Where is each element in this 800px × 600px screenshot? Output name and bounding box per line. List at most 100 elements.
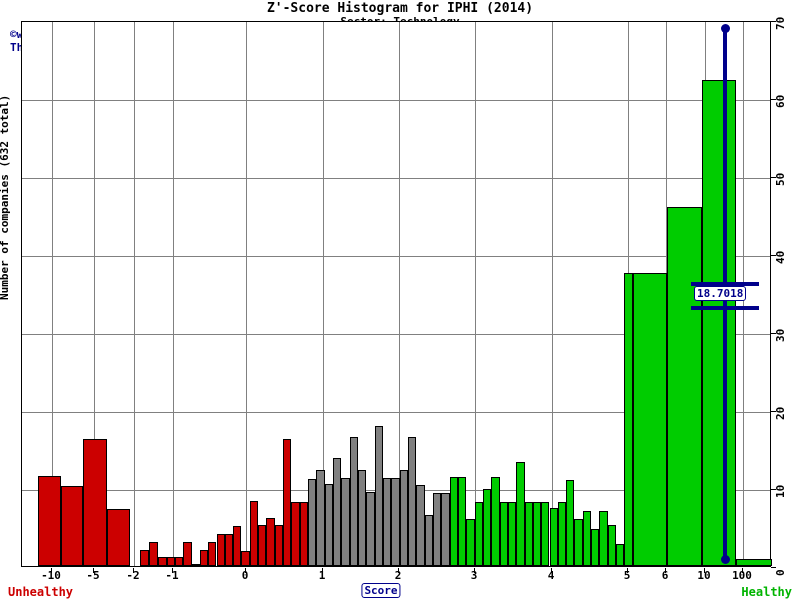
x-axis-tick-label: 2 xyxy=(394,569,402,582)
histogram-bar xyxy=(532,502,542,566)
y-axis-tick-mark xyxy=(771,333,776,334)
grid-line-vertical xyxy=(323,22,324,566)
grid-line-vertical xyxy=(246,22,247,566)
y-axis-tick-label: 10 xyxy=(774,484,787,498)
x-axis-tick-mark xyxy=(93,568,94,573)
unhealthy-label: Unhealthy xyxy=(8,585,74,599)
marker-cap-lower xyxy=(691,305,759,310)
histogram-bar xyxy=(632,272,667,566)
histogram-bar xyxy=(666,207,702,566)
histogram-bar xyxy=(474,502,483,566)
x-axis-tick-label: 3 xyxy=(470,569,478,582)
y-axis-tick-mark xyxy=(771,99,776,100)
y-axis-tick-label: 70 xyxy=(774,16,787,30)
histogram-bar xyxy=(466,519,475,566)
x-axis-tick-label: 6 xyxy=(661,569,669,582)
histogram-bar xyxy=(241,551,250,566)
histogram-bar xyxy=(316,470,325,566)
x-axis-tick-mark xyxy=(322,568,323,573)
y-axis-tick-mark xyxy=(771,567,776,568)
histogram-bar xyxy=(349,437,358,566)
x-axis-tick-label: -2 xyxy=(126,569,140,582)
grid-line-vertical xyxy=(134,22,135,566)
y-axis-tick-mark xyxy=(771,489,776,490)
x-axis-tick-label: 10 xyxy=(697,569,711,582)
grid-line-vertical xyxy=(399,22,400,566)
histogram-bar xyxy=(258,525,267,566)
histogram-bar xyxy=(191,564,200,566)
histogram-bar xyxy=(616,544,625,566)
histogram-bar xyxy=(566,480,575,566)
histogram-bar xyxy=(208,541,217,566)
grid-line-vertical xyxy=(552,22,553,566)
histogram-bar xyxy=(324,484,334,566)
histogram-bar xyxy=(266,517,275,566)
grid-line-vertical xyxy=(52,22,53,566)
x-axis-tick-label: -5 xyxy=(86,569,100,582)
grid-line-horizontal xyxy=(22,334,770,335)
histogram-bar xyxy=(274,525,284,566)
x-axis-tick-mark xyxy=(704,568,705,573)
y-axis-tick-label: 40 xyxy=(774,250,787,264)
histogram-bar xyxy=(432,493,442,566)
histogram-bar xyxy=(83,438,107,566)
histogram-bar xyxy=(524,502,533,566)
histogram-bar xyxy=(416,484,425,566)
plot-area xyxy=(21,21,772,567)
x-axis-tick-mark xyxy=(172,568,173,573)
y-axis-tick-mark xyxy=(771,21,776,22)
histogram-bar xyxy=(174,557,184,566)
histogram-bar xyxy=(736,558,772,566)
histogram-bar xyxy=(166,557,175,566)
histogram-bar xyxy=(457,477,467,566)
histogram-bar xyxy=(549,508,558,566)
histogram-bar xyxy=(341,477,350,566)
histogram-bar xyxy=(441,493,450,566)
y-axis-label: Number of companies (632 total) xyxy=(0,94,11,300)
histogram-bar xyxy=(482,488,492,566)
histogram-bar xyxy=(291,502,300,566)
marker-bottom-dot xyxy=(720,554,730,564)
x-axis-tick-mark xyxy=(245,568,246,573)
histogram-bar xyxy=(607,524,617,566)
histogram-bar xyxy=(541,502,550,566)
x-axis-tick-label: 0 xyxy=(241,569,249,582)
histogram-bar xyxy=(407,437,417,566)
y-axis-tick-label: 0 xyxy=(774,569,787,576)
x-axis-tick-label: 1 xyxy=(318,569,326,582)
histogram-bar xyxy=(624,272,633,566)
histogram-bar xyxy=(599,511,608,566)
histogram-bar xyxy=(557,502,567,566)
x-axis-tick-mark xyxy=(398,568,399,573)
x-axis-tick-label: 100 xyxy=(732,569,752,582)
x-axis-tick-label: 4 xyxy=(547,569,555,582)
histogram-bar xyxy=(37,476,61,566)
x-axis-tick-mark xyxy=(627,568,628,573)
histogram-bar xyxy=(216,534,225,566)
x-axis-tick-label: -10 xyxy=(41,569,61,582)
histogram-bar xyxy=(491,477,500,566)
histogram-bar xyxy=(183,541,192,566)
histogram-bar xyxy=(333,458,342,566)
histogram-bar xyxy=(383,477,392,566)
x-axis-tick-mark xyxy=(133,568,134,573)
histogram-bar xyxy=(249,501,259,566)
histogram-bar xyxy=(516,462,525,566)
grid-line-horizontal xyxy=(22,412,770,413)
histogram-bar xyxy=(308,478,317,566)
histogram-bar xyxy=(106,509,131,566)
chart-title: Z'-Score Histogram for IPHI (2014) xyxy=(266,1,534,16)
x-axis-title-box: Score xyxy=(361,583,401,598)
histogram-bar xyxy=(283,438,292,566)
histogram-bar xyxy=(233,526,242,566)
histogram-bar xyxy=(149,541,159,566)
marker-value-label: 18.7018 xyxy=(694,286,747,301)
histogram-bar xyxy=(391,477,400,566)
x-axis-tick-label: -1 xyxy=(165,569,179,582)
histogram-bar xyxy=(60,486,84,566)
grid-line-vertical xyxy=(475,22,476,566)
grid-line-horizontal xyxy=(22,100,770,101)
y-axis-tick-label: 50 xyxy=(774,172,787,186)
histogram-bar xyxy=(582,511,592,566)
histogram-bars xyxy=(22,22,772,566)
